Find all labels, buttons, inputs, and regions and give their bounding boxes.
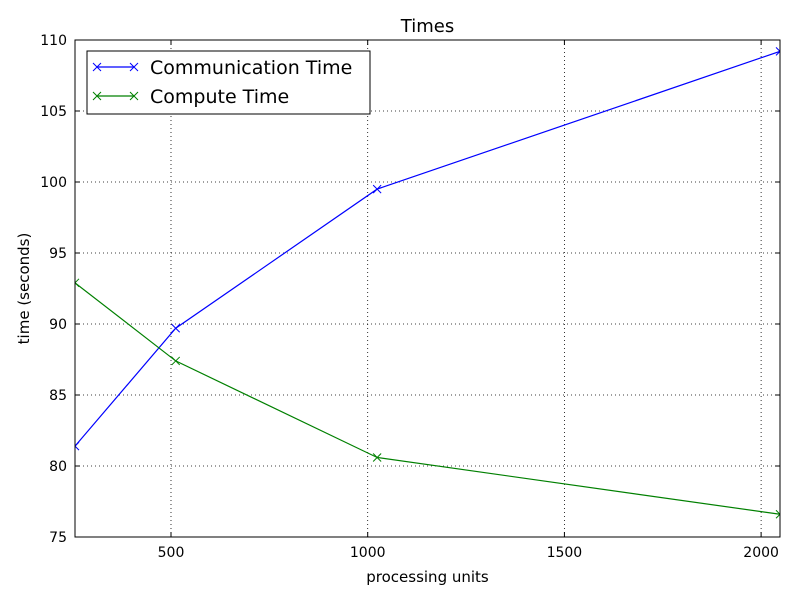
data-point-compute-time	[75, 278, 80, 288]
legend-marker-compute-time	[92, 91, 102, 101]
legend-marker-compute-time	[129, 91, 139, 101]
x-tick-label: 2000	[743, 545, 779, 561]
y-axis-label: time (seconds)	[15, 233, 33, 345]
x-axis-label: processing units	[366, 568, 489, 586]
grid-lines	[75, 40, 780, 537]
y-tick-label: 80	[49, 459, 67, 475]
data-point-communication-time	[171, 323, 181, 333]
ticks: 500 1000 1500 2000 75 80 85 90 95 100 105 110	[40, 33, 780, 561]
x-tick-label: 1500	[547, 545, 583, 561]
data-point-compute-time	[171, 356, 181, 366]
data-point-compute-time	[775, 509, 780, 519]
y-tick-label: 100	[40, 175, 67, 191]
series-layer	[75, 47, 780, 519]
data-point-compute-time	[372, 453, 382, 462]
x-tick-label: 500	[158, 545, 185, 561]
y-tick-label: 85	[49, 388, 67, 404]
series-line-compute-time	[75, 282, 780, 515]
y-tick-label: 95	[49, 246, 67, 262]
plot-frame	[74, 39, 781, 538]
legend-marker-communication-time	[92, 62, 102, 72]
legend: Communication Time Compute Time	[86, 50, 371, 115]
data-point-communication-time	[75, 441, 80, 451]
y-tick-label: 90	[49, 317, 67, 333]
legend-label-communication-time: Communication Time	[150, 57, 352, 79]
legend-box	[86, 50, 371, 115]
y-tick-label: 75	[49, 530, 67, 546]
x-tick-label: 1000	[350, 545, 386, 561]
chart-title: Times	[400, 16, 454, 37]
data-point-communication-time	[372, 184, 382, 194]
y-tick-label: 105	[40, 104, 67, 120]
series-line-communication-time	[75, 50, 780, 447]
y-tick-label: 110	[40, 33, 67, 49]
legend-label-compute-time: Compute Time	[150, 86, 289, 108]
legend-marker-communication-time	[129, 62, 139, 72]
data-point-communication-time	[775, 47, 780, 56]
